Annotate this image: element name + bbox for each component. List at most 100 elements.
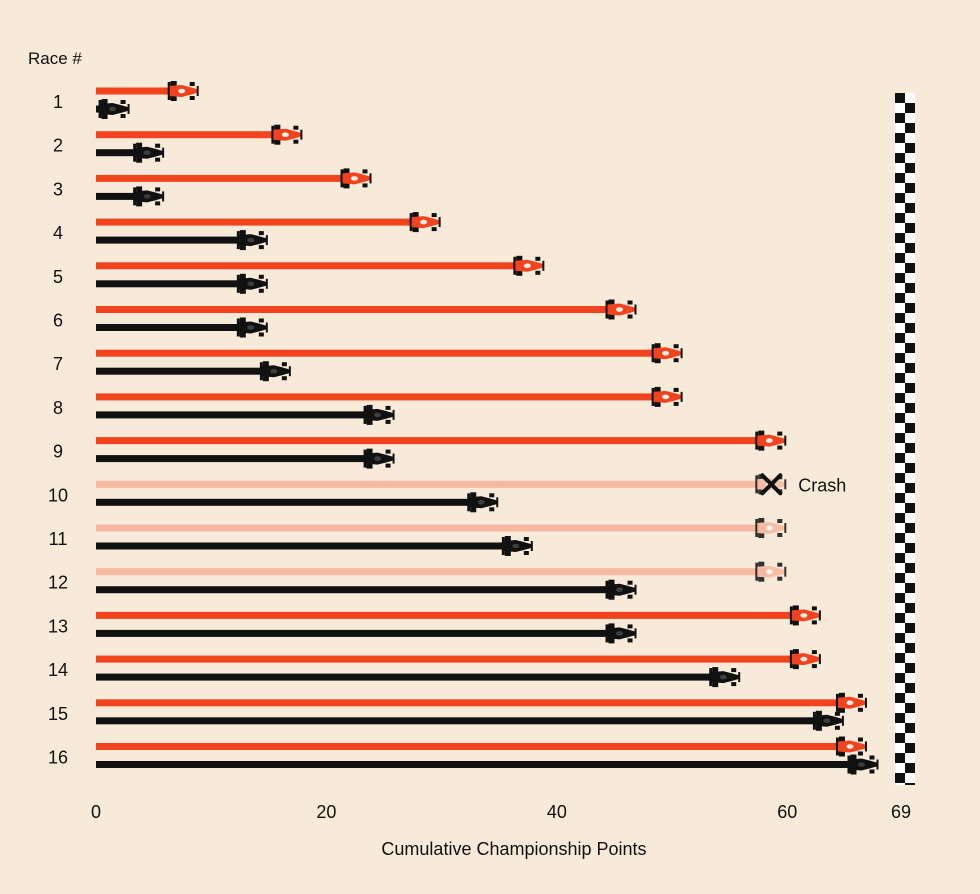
finish-square <box>905 573 915 583</box>
finish-square <box>895 143 905 153</box>
finish-square <box>895 223 905 233</box>
x-axis-title: Cumulative Championship Points <box>381 839 646 859</box>
finish-square <box>895 433 905 443</box>
finish-square <box>895 783 905 785</box>
finish-square <box>895 243 905 253</box>
race-label: 13 <box>48 616 68 636</box>
finish-square <box>905 373 915 383</box>
cars-layer <box>98 81 879 775</box>
finish-square <box>905 393 915 403</box>
finish-square <box>905 173 915 183</box>
finish-square <box>895 103 905 113</box>
race-label: 8 <box>53 398 63 418</box>
finish-square <box>895 533 905 543</box>
bar <box>96 717 825 725</box>
finish-square <box>905 493 915 503</box>
finish-square <box>905 423 915 433</box>
finish-square <box>895 453 905 463</box>
finish-square <box>905 363 915 373</box>
finish-square <box>895 463 905 473</box>
race-car-icon <box>513 255 545 276</box>
race-car-icon <box>651 343 683 364</box>
race-car-icon <box>755 518 787 538</box>
finish-square <box>895 293 905 303</box>
finish-square <box>905 273 915 283</box>
x-tick-labels: 0 20 40 60 69 <box>91 802 911 822</box>
finish-square <box>905 163 915 173</box>
finish-square <box>905 253 915 263</box>
bar <box>96 761 860 768</box>
finish-square <box>905 513 915 523</box>
finish-square <box>895 283 905 293</box>
finish-square <box>905 563 915 573</box>
finish-square <box>895 153 905 163</box>
finish-square <box>895 683 905 693</box>
finish-square <box>895 423 905 433</box>
race-label: 9 <box>53 442 63 462</box>
finish-square <box>905 183 915 193</box>
finish-square <box>895 393 905 403</box>
finish-square <box>895 773 905 783</box>
finish-square <box>895 403 905 413</box>
bar <box>96 324 249 331</box>
finish-square <box>905 523 915 533</box>
finish-square <box>895 203 905 213</box>
finish-square <box>895 233 905 243</box>
finish-square <box>905 643 915 653</box>
finish-square <box>905 663 915 673</box>
bar <box>96 480 768 488</box>
finish-square <box>895 363 905 373</box>
finish-square <box>905 453 915 463</box>
finish-square <box>905 693 915 703</box>
race-car-icon <box>789 649 821 670</box>
finish-square <box>905 543 915 553</box>
bar <box>96 699 848 707</box>
bar <box>96 174 353 182</box>
finish-square <box>905 403 915 413</box>
bar <box>96 192 146 200</box>
finish-square <box>895 613 905 623</box>
race-label: 7 <box>53 354 63 374</box>
finish-square <box>895 193 905 203</box>
finish-square <box>905 193 915 203</box>
bar <box>96 411 376 419</box>
finish-square <box>895 763 905 773</box>
race-car-icon <box>605 299 637 320</box>
finish-square <box>895 93 905 103</box>
finish-square <box>895 743 905 753</box>
race-car-icon <box>812 710 844 731</box>
race-car-icon <box>651 386 683 407</box>
finish-square <box>895 653 905 663</box>
finish-square <box>895 353 905 363</box>
finish-square <box>905 303 915 313</box>
race-label: 1 <box>53 92 63 112</box>
race-car-icon <box>133 186 165 207</box>
finish-square <box>905 723 915 733</box>
finish-square <box>895 713 905 723</box>
finish-square <box>905 733 915 743</box>
finish-square <box>905 443 915 453</box>
bar <box>96 455 376 463</box>
race-label: 2 <box>53 136 63 156</box>
finish-square <box>895 693 905 703</box>
finish-square <box>895 123 905 133</box>
finish-square <box>905 503 915 513</box>
race-car-icon <box>363 404 395 425</box>
finish-square <box>895 443 905 453</box>
finish-square <box>895 213 905 223</box>
bar <box>96 743 848 750</box>
finish-square <box>905 313 915 323</box>
bar <box>96 87 180 95</box>
finish-square <box>895 333 905 343</box>
bar <box>96 586 618 594</box>
finish-square <box>905 623 915 633</box>
finish-square <box>895 383 905 393</box>
race-car-icon <box>467 492 499 513</box>
finish-square <box>905 633 915 643</box>
finish-square <box>895 603 905 613</box>
bar <box>96 218 422 226</box>
finish-square <box>905 223 915 233</box>
bar <box>96 349 664 357</box>
race-car-icon <box>236 273 268 294</box>
